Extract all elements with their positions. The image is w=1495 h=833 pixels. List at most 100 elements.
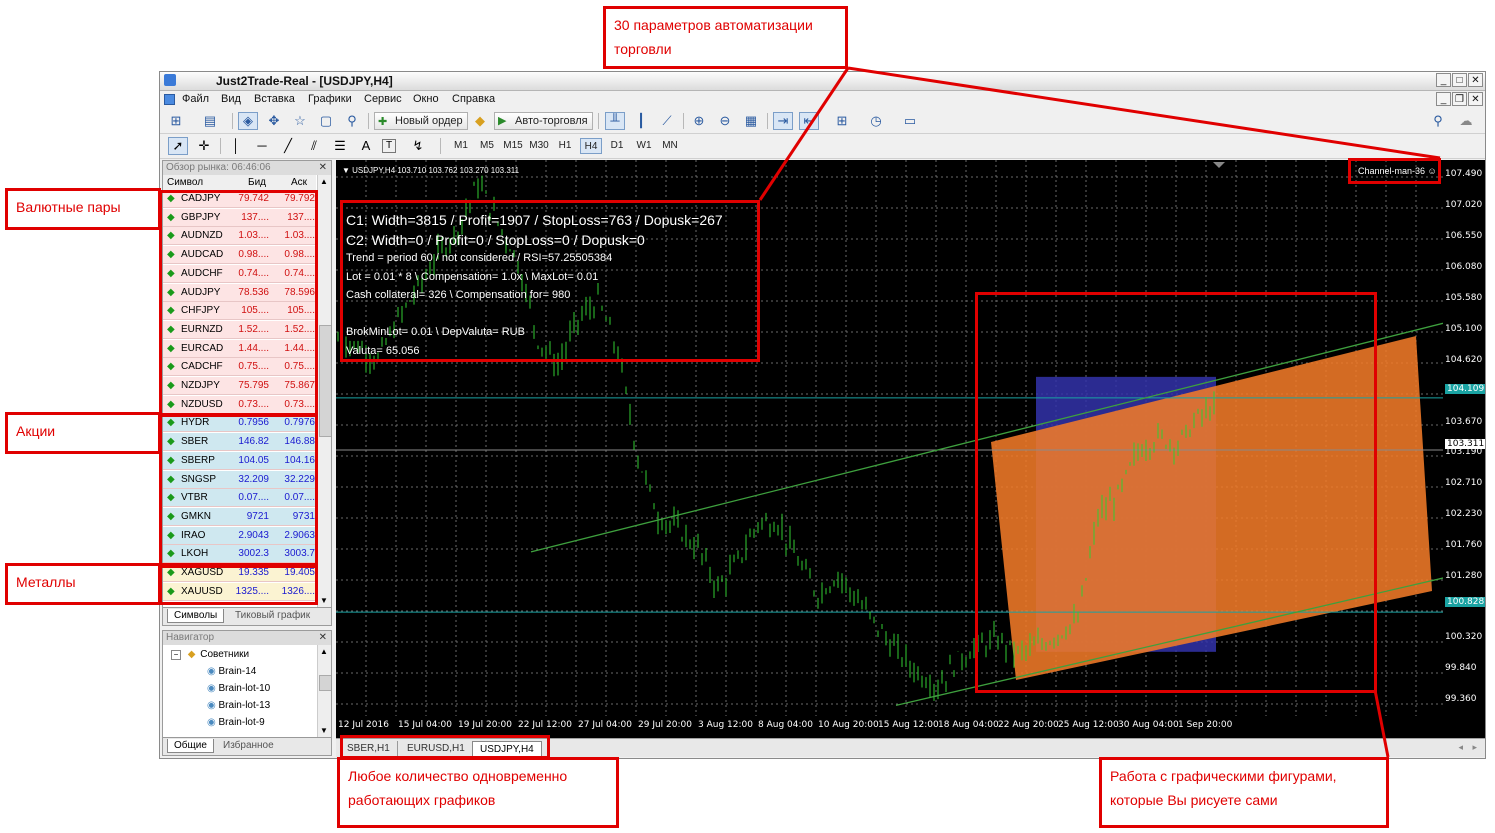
nav-item[interactable]: ◉ Brain-14 xyxy=(207,664,256,680)
tf-d1[interactable]: D1 xyxy=(610,140,624,151)
navigator-close-icon[interactable]: ✕ xyxy=(318,632,327,643)
market-row[interactable]: ◆ CHFJPY 105.... 105.... xyxy=(163,302,316,321)
auto-trading-button[interactable]: ▶ Авто-торговля xyxy=(494,112,593,130)
market-row[interactable]: ◆ SBERP 104.05 104.16 xyxy=(163,451,316,470)
text-label-icon[interactable]: T xyxy=(382,139,396,153)
search-icon[interactable]: ⚲ xyxy=(1433,113,1443,128)
child-close-button[interactable]: ✕ xyxy=(1468,92,1483,106)
scroll-thumb[interactable] xyxy=(319,325,331,437)
tester-icon[interactable]: ⚲ xyxy=(347,113,357,128)
menu-window[interactable]: Окно xyxy=(413,93,439,105)
menu-insert[interactable]: Вставка xyxy=(254,93,295,105)
tf-w1[interactable]: W1 xyxy=(636,140,652,151)
bar-chart-icon[interactable]: ╨ xyxy=(605,112,625,130)
market-row[interactable]: ◆ CADJPY 79.742 79.792 xyxy=(163,190,316,208)
col-ask[interactable]: Аск xyxy=(291,177,308,188)
channel-icon[interactable]: ⫽ xyxy=(311,138,317,153)
tf-m15[interactable]: M15 xyxy=(503,140,523,151)
market-row[interactable]: ◆ NZDJPY 75.795 75.867 xyxy=(163,377,316,395)
tf-h1[interactable]: H1 xyxy=(558,140,572,151)
price-axis[interactable]: 107.490 107.020 106.550 106.080 105.580 105.1… xyxy=(1443,160,1485,738)
tf-mn[interactable]: MN xyxy=(662,140,678,151)
nav-root[interactable]: − ◆ Советники xyxy=(171,647,249,663)
chart-menu-icon[interactable]: ▼ xyxy=(342,166,350,175)
market-row[interactable]: ◆ AUDCHF 0.74.... 0.74.... xyxy=(163,264,316,283)
market-watch-icon[interactable]: ◈ xyxy=(238,112,258,130)
navigator-scrollbar[interactable]: ▲ ▼ xyxy=(317,645,331,737)
child-restore-button[interactable]: ❐ xyxy=(1452,92,1467,106)
tab-favorites[interactable]: Избранное xyxy=(223,740,274,751)
panel-close-icon[interactable]: ✕ xyxy=(318,162,327,173)
auto-scroll-icon[interactable]: ⇥ xyxy=(773,112,793,130)
nav-scroll-thumb[interactable] xyxy=(319,675,331,691)
cursor-icon[interactable]: ➚ xyxy=(168,137,188,155)
menu-tools[interactable]: Сервис xyxy=(364,93,402,105)
templates-icon[interactable]: ▭ xyxy=(903,113,917,128)
menu-view[interactable]: Вид xyxy=(221,93,241,105)
child-minimize-button[interactable]: _ xyxy=(1436,92,1451,106)
crosshair-icon[interactable]: ✛ xyxy=(198,138,210,153)
scroll-up-icon[interactable]: ▲ xyxy=(320,177,328,186)
market-row[interactable]: ◆ XAGUSD 19.335 19.405 xyxy=(163,564,316,582)
market-row[interactable]: ◆ AUDNZD 1.03.... 1.03.... xyxy=(163,227,316,246)
market-row[interactable]: ◆ HYDR 0.7956 0.7976 xyxy=(163,414,316,433)
nav-scroll-up-icon[interactable]: ▲ xyxy=(320,647,328,656)
tf-m1[interactable]: M1 xyxy=(454,140,468,151)
menu-help[interactable]: Справка xyxy=(452,93,496,105)
tile-windows-icon[interactable]: ▦ xyxy=(744,113,758,128)
tf-h4[interactable]: H4 xyxy=(580,138,602,154)
candlestick-icon[interactable]: ┃ xyxy=(637,113,645,128)
title-bar[interactable]: Just2Trade-Real - [USDJPY,H4] _ □ ✕ xyxy=(160,72,1485,91)
new-chart-icon[interactable]: ⊞ xyxy=(170,113,182,128)
trendline-icon[interactable]: ╱ xyxy=(284,138,292,153)
periods-icon[interactable]: ◷ xyxy=(870,113,882,128)
indicators-icon[interactable]: ⊞ xyxy=(836,113,848,128)
nav-item[interactable]: ◉ Brain-lot-9 xyxy=(207,715,265,731)
chat-icon[interactable]: ☁ xyxy=(1459,113,1473,128)
zoom-out-icon[interactable]: ⊖ xyxy=(719,113,731,128)
tab-symbols[interactable]: Символы xyxy=(167,609,225,623)
close-button[interactable]: ✕ xyxy=(1468,73,1483,87)
navigator-icon[interactable]: ☆ xyxy=(294,113,306,128)
maximize-button[interactable]: □ xyxy=(1452,73,1467,87)
collapse-icon[interactable]: − xyxy=(171,650,181,660)
nav-item[interactable]: ◉ Brain-lot-10 xyxy=(207,681,270,697)
metaeditor-icon[interactable]: ◆ xyxy=(475,113,485,128)
chart-area[interactable]: ▼ USDJPY,H4 103.710 103.762 103.270 103.… xyxy=(336,160,1443,738)
line-chart-icon[interactable]: ⟋ xyxy=(662,113,672,128)
market-row[interactable]: ◆ AUDCAD 0.98.... 0.98.... xyxy=(163,246,316,265)
time-axis[interactable]: 12 Jul 2016 15 Jul 04:00 19 Jul 20:00 22 Ju… xyxy=(336,716,1443,738)
menu-charts[interactable]: Графики xyxy=(308,93,352,105)
market-row[interactable]: ◆ LKOH 3002.3 3003.7 xyxy=(163,545,316,564)
chart-tab-usdjpy[interactable]: USDJPY,H4 xyxy=(472,741,542,757)
horizontal-line-icon[interactable]: ─ xyxy=(257,138,267,153)
market-row[interactable]: ◆ VTBR 0.07.... 0.07.... xyxy=(163,489,316,508)
scroll-down-icon[interactable]: ▼ xyxy=(320,596,328,605)
nav-scroll-down-icon[interactable]: ▼ xyxy=(320,726,328,735)
market-row[interactable]: ◆ XAUUSD 1325.... 1326.... xyxy=(163,582,316,601)
nav-item[interactable]: ◉ Brain-lot-13 xyxy=(207,698,270,714)
tab-tick-chart[interactable]: Тиковый график xyxy=(235,610,311,621)
terminal-icon[interactable]: ▢ xyxy=(319,113,333,128)
tf-m5[interactable]: M5 xyxy=(480,140,494,151)
arrows-icon[interactable]: ↯ xyxy=(412,138,424,153)
vertical-line-icon[interactable]: │ xyxy=(231,138,241,153)
chart-tab-sber[interactable]: SBER,H1 xyxy=(340,741,398,756)
tabs-scroll-right-icon[interactable]: ▸ xyxy=(1472,742,1477,752)
data-window-icon[interactable]: ✥ xyxy=(268,113,280,128)
indicator-label[interactable]: Channel-man-36 ☺ xyxy=(1358,166,1437,176)
text-tool-icon[interactable]: A xyxy=(361,138,371,153)
new-order-button[interactable]: ✚ Новый ордер xyxy=(374,112,468,130)
market-row[interactable]: ◆ AUDJPY 78.536 78.596 xyxy=(163,283,316,302)
market-row[interactable]: ◆ SNGSP 32.209 32.229 xyxy=(163,470,316,489)
fibo-icon[interactable]: ☰ xyxy=(334,138,346,153)
market-row[interactable]: ◆ GBPJPY 137.... 137.... xyxy=(163,208,316,227)
tabs-scroll-left-icon[interactable]: ◂ xyxy=(1458,742,1463,752)
market-row[interactable]: ◆ GMKN 9721 9731 xyxy=(163,507,316,526)
minimize-button[interactable]: _ xyxy=(1436,73,1451,87)
tab-common[interactable]: Общие xyxy=(167,739,214,753)
tf-m30[interactable]: M30 xyxy=(529,140,549,151)
profiles-icon[interactable]: ▤ xyxy=(203,113,217,128)
price-chart[interactable] xyxy=(336,160,1443,738)
menu-file[interactable]: Файл xyxy=(182,93,210,105)
